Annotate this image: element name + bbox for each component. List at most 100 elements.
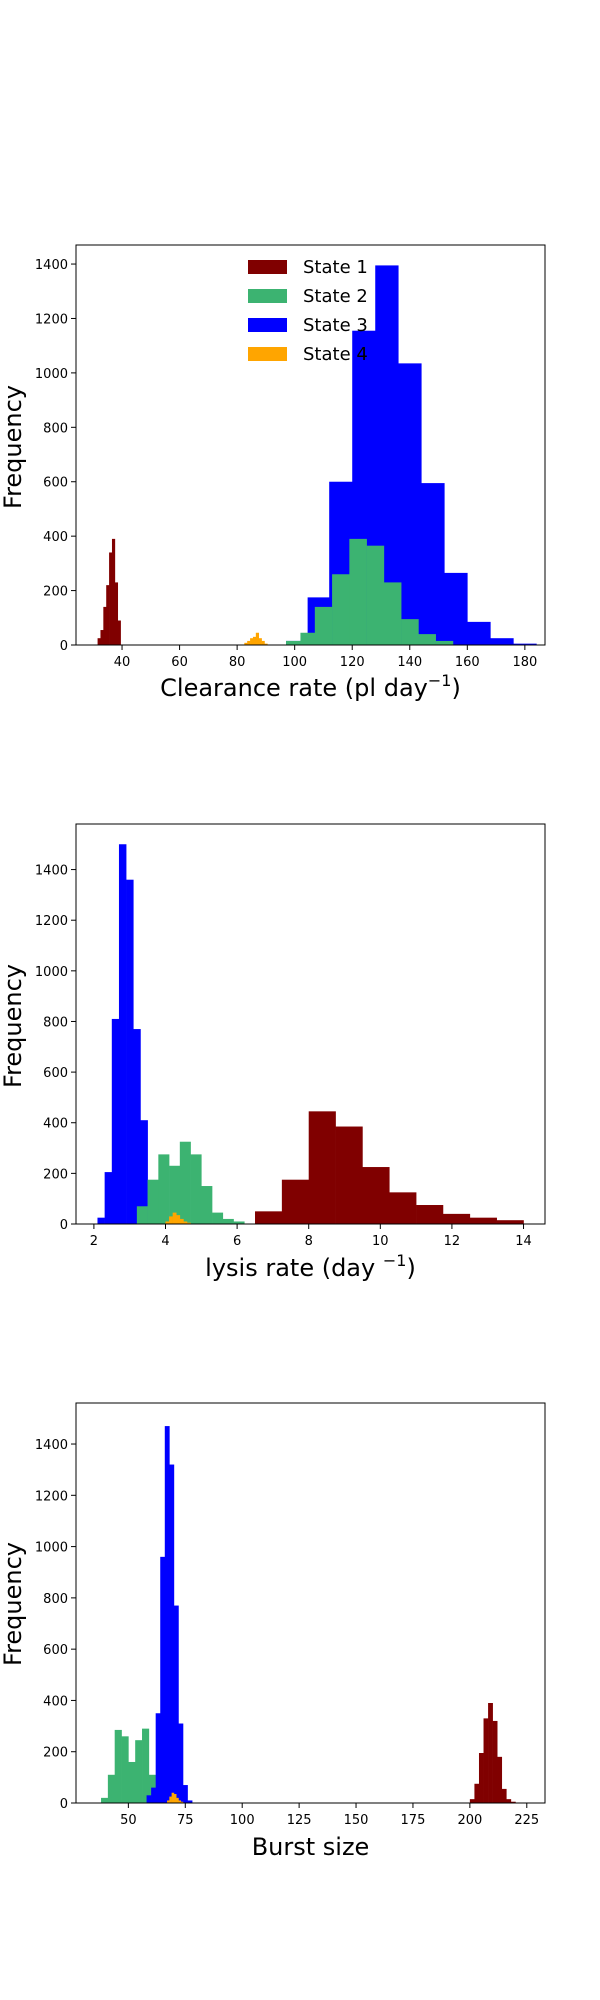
histogram-bar: [362, 1167, 390, 1224]
histogram-bar: [506, 1799, 512, 1803]
x-tick-label: 4: [161, 1234, 169, 1249]
histogram-bar: [442, 1213, 471, 1224]
histogram-bar: [111, 1018, 120, 1224]
y-tick-label: 800: [43, 1592, 68, 1607]
series-state-2: [286, 538, 454, 645]
histogram-bar: [187, 1800, 193, 1803]
histogram-bar: [255, 1211, 283, 1224]
histogram-bar: [418, 634, 436, 645]
x-tick-label: 175: [401, 1813, 426, 1828]
y-tick-label: 200: [43, 585, 68, 600]
x-axis: 50 75 100 125 150 175 200 225: [120, 1803, 539, 1828]
histogram-bar: [107, 1774, 115, 1803]
series-state-1: [255, 1111, 524, 1224]
histogram-bar: [140, 1120, 148, 1224]
histogram-bar: [383, 582, 402, 645]
histogram-bar: [349, 538, 367, 645]
x-tick-label: 50: [120, 1813, 137, 1828]
histogram-bar: [147, 1179, 159, 1224]
y-tick-label: 1200: [35, 312, 68, 327]
histogram-bar: [97, 1217, 105, 1224]
histogram-bar: [247, 640, 251, 645]
x-tick-label: 12: [444, 1234, 461, 1249]
series-state-2: [136, 1141, 245, 1224]
histogram-bar: [173, 1605, 179, 1803]
legend-swatch: [248, 318, 287, 332]
histogram-bar: [483, 1718, 489, 1803]
x-axis-label: Clearance rate (pl day−1): [160, 671, 461, 702]
legend: State 1 State 2 State 3 State 4: [248, 257, 368, 365]
histogram-bar: [416, 1205, 444, 1224]
histogram-bar: [490, 638, 514, 645]
histogram-bar: [501, 1788, 507, 1803]
y-tick-label: 600: [43, 476, 68, 491]
histogram-bar: [478, 1753, 484, 1803]
y-tick-label: 1400: [35, 1438, 68, 1453]
histogram-bar: [444, 572, 468, 645]
y-axis: 0 200 400 600 800 1000 1200 1400: [35, 258, 76, 654]
histogram-bars: [97, 844, 524, 1224]
histogram-bar: [421, 483, 445, 645]
histogram-bar: [171, 1792, 175, 1803]
histogram-bar: [258, 638, 262, 645]
y-tick-label: 0: [60, 1218, 68, 1233]
histogram-bar: [100, 630, 104, 645]
histogram-bar: [183, 1785, 188, 1803]
histogram-bar: [435, 640, 454, 645]
histogram-bar: [117, 620, 121, 645]
y-tick-label: 800: [43, 1015, 68, 1030]
histogram-bar: [173, 1794, 177, 1803]
x-tick-label: 150: [344, 1813, 369, 1828]
legend-label: State 3: [303, 315, 368, 336]
histogram-bar: [497, 1756, 503, 1803]
histogram-bars: [97, 265, 537, 645]
y-tick-label: 1000: [35, 367, 68, 382]
y-axis: 0 200 400 600 800 1000 1200 1400: [35, 864, 76, 1233]
histogram-bar: [398, 363, 422, 645]
histogram-bar: [261, 640, 265, 645]
histogram-bar: [190, 1154, 202, 1224]
histogram-bar: [104, 1172, 113, 1224]
legend-swatch: [248, 260, 287, 274]
axes-frame: [75, 244, 546, 646]
x-tick-label: 140: [397, 655, 422, 670]
histogram-bar: [178, 1800, 182, 1803]
histogram-bar: [264, 643, 268, 645]
x-tick-label: 100: [282, 655, 307, 670]
y-axis: 0 200 400 600 800 1000 1200 1400: [35, 1438, 76, 1812]
histogram-bar: [167, 1800, 170, 1803]
x-tick-label: 200: [457, 1813, 482, 1828]
series-state-3: [146, 1426, 193, 1803]
y-tick-label: 800: [43, 421, 68, 436]
y-tick-label: 400: [43, 1694, 68, 1709]
histogram-bar: [252, 636, 257, 645]
axes-frame: [75, 823, 546, 1225]
y-tick-label: 600: [43, 1643, 68, 1658]
histogram-bar: [111, 538, 116, 645]
histogram-bar: [244, 642, 248, 645]
histogram-bar: [467, 621, 491, 645]
series-state-4: [165, 1212, 191, 1224]
histogram-bar: [492, 1720, 498, 1803]
legend-label: State 2: [303, 286, 368, 307]
histogram-bar: [103, 606, 107, 645]
y-tick-label: 1000: [35, 1541, 68, 1556]
y-axis-label: Frequency: [0, 385, 27, 509]
histogram-bar: [469, 1799, 475, 1803]
legend-label: State 1: [303, 257, 368, 278]
histogram-bar: [183, 1221, 188, 1224]
histogram-bar: [389, 1192, 417, 1224]
histogram-bar: [165, 1221, 170, 1224]
x-tick-label: 160: [455, 655, 480, 670]
x-axis-label: Burst size: [252, 1833, 370, 1861]
histogram-bar: [314, 606, 333, 645]
histogram-bar: [286, 640, 301, 645]
y-tick-label: 1000: [35, 965, 68, 980]
y-tick-label: 200: [43, 1167, 68, 1182]
histogram-bar: [474, 1783, 480, 1803]
y-tick-label: 0: [60, 639, 68, 654]
series-state-4: [167, 1792, 184, 1803]
legend-swatch: [248, 289, 287, 303]
histogram-bar: [178, 1723, 184, 1803]
